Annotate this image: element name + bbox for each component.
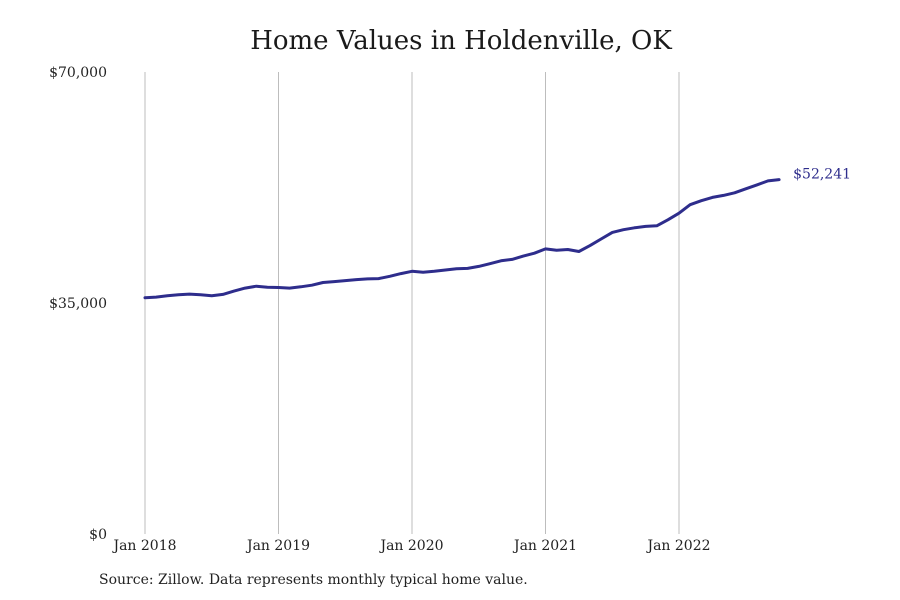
x-tick-label: Jan 2021 [512,538,577,554]
source-note: Source: Zillow. Data represents monthly … [99,572,528,588]
series-line [143,178,781,300]
x-tick-label: Jan 2018 [111,538,176,554]
chart-title: Home Values in Holdenville, OK [250,26,672,56]
x-tick-label: Jan 2019 [245,538,310,554]
y-tick-label: $70,000 [49,65,107,81]
x-tick-label: Jan 2020 [378,538,443,554]
end-value-label: $52,241 [793,167,851,183]
x-tick-label: Jan 2022 [645,538,710,554]
y-tick-label: $35,000 [49,296,107,312]
y-tick-label: $0 [89,527,107,543]
